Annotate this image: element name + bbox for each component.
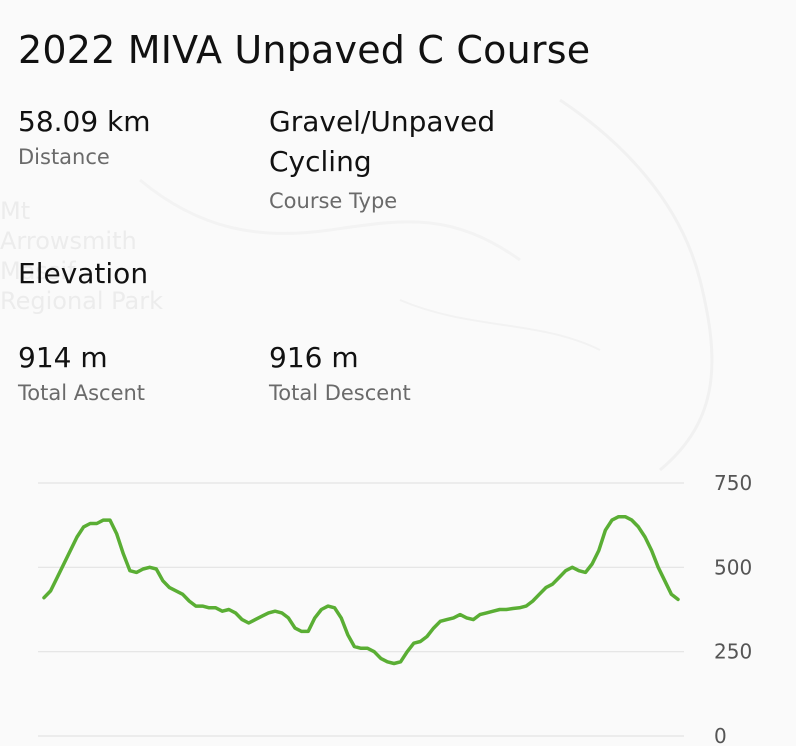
distance-value: 58.09 km	[18, 105, 151, 138]
elevation-title: Elevation	[18, 257, 149, 290]
course-type-value: Gravel/Unpaved Cycling	[269, 105, 496, 178]
total-ascent-value: 914 m	[18, 341, 108, 374]
total-ascent-label: Total Ascent	[18, 381, 146, 405]
total-descent-value: 916 m	[269, 341, 359, 374]
distance-label: Distance	[18, 145, 110, 169]
elevation-chart[interactable]: 750 500 250 0	[0, 440, 796, 746]
distance-stat: 58.09 km Distance	[18, 102, 151, 172]
total-ascent-stat: 914 m Total Ascent	[18, 338, 145, 408]
course-type-label: Course Type	[269, 189, 398, 213]
total-descent-stat: 916 m Total Descent	[269, 338, 411, 408]
map-park-label: Mt Arrowsmith Massif Regional Park	[0, 197, 164, 315]
y-tick-label-500: 500	[714, 555, 752, 579]
y-tick-label-250: 250	[714, 640, 752, 664]
y-tick-label-0: 0	[714, 724, 727, 746]
course-type-stat: Gravel/Unpaved Cycling Course Type	[269, 102, 495, 216]
y-tick-label-750: 750	[714, 471, 752, 495]
total-descent-label: Total Descent	[269, 381, 411, 405]
course-title: 2022 MIVA Unpaved C Course	[18, 28, 591, 72]
elevation-profile-line	[42, 514, 680, 666]
